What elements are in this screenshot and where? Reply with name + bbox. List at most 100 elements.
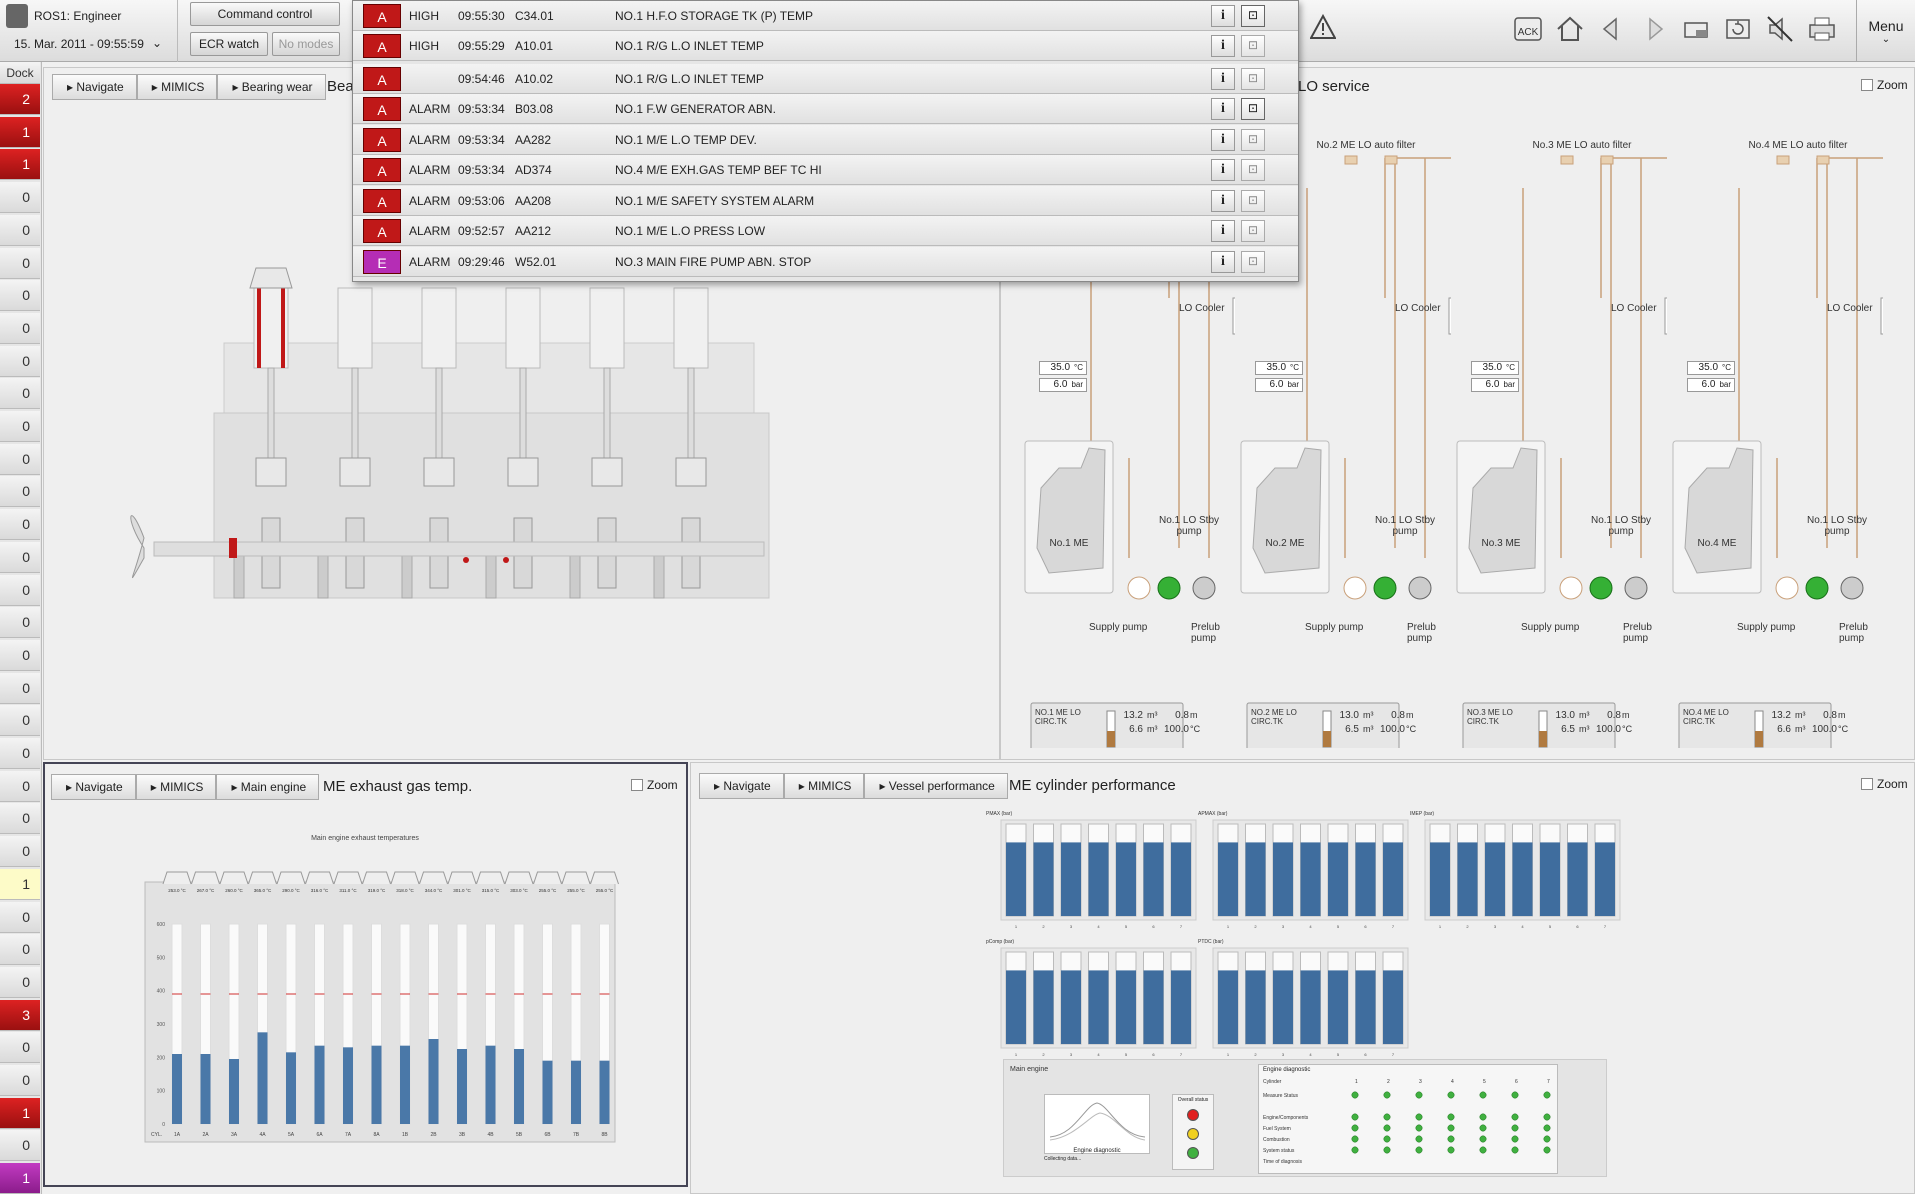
dock-cell[interactable]: 0 [0,509,40,541]
mute-icon[interactable] [1764,13,1798,47]
acknowledge-icon[interactable]: ⊡ [1241,98,1265,120]
dock-cell[interactable]: 0 [0,770,40,802]
acknowledge-icon[interactable]: ⊡ [1241,128,1265,151]
alarm-row[interactable]: E ALARM 09:29:46 W52.01 NO.3 MAIN FIRE PUMP … [353,246,1298,277]
acknowledge-icon[interactable]: ⊡ [1241,220,1265,242]
forward-icon[interactable] [1638,13,1672,47]
chevron-down-icon[interactable]: ⌄ [152,36,163,50]
alarm-row[interactable]: A ALARM 09:53:34 B03.08 NO.1 F.W GENERATOR A… [353,94,1298,124]
crumb-mimics[interactable]: ▸ MIMICS [136,74,218,100]
dock-cell[interactable]: 0 [0,966,40,998]
severity-badge[interactable]: E [363,249,401,274]
crumb-mimics[interactable]: ▸ MIMICS [135,774,217,800]
dock-cell[interactable]: 2 [0,84,40,115]
info-icon[interactable]: i [1211,5,1235,27]
dock-cell[interactable]: 0 [0,1130,40,1162]
ecr-watch-button[interactable]: ECR watch [190,32,268,56]
zoom-checkbox[interactable]: Zoom [1861,777,1908,791]
alarm-row[interactable]: A 09:54:46 A10.02 NO.1 R/G L.O INLET TEMP i ⊡ [353,63,1298,94]
dock-cell[interactable]: 0 [0,803,40,835]
print-icon[interactable] [1806,13,1840,47]
dock-cell[interactable]: 0 [0,1065,40,1096]
warning-icon[interactable] [1309,13,1337,43]
severity-badge[interactable]: A [363,34,401,58]
acknowledge-icon[interactable]: ⊡ [1241,189,1265,212]
dock-cell[interactable]: 0 [0,574,40,606]
severity-badge[interactable]: A [363,4,401,28]
refresh-icon[interactable] [1722,13,1756,47]
menu-button[interactable]: Menu ⌄ [1856,0,1915,62]
crumb-main-engine[interactable]: ▸ Main engine [216,774,320,800]
dock-cell[interactable]: 1 [0,116,40,148]
acknowledge-icon[interactable]: ⊡ [1241,159,1265,181]
info-icon[interactable]: i [1211,98,1235,120]
diag-status-dot [1447,1113,1455,1121]
zoom-checkbox[interactable]: Zoom [631,778,678,792]
severity-badge[interactable]: A [363,188,401,213]
info-icon[interactable]: i [1211,220,1235,242]
info-icon[interactable]: i [1211,35,1235,57]
alarm-row[interactable]: A ALARM 09:53:34 AD374 NO.4 M/E EXH.GAS TEMP… [353,155,1298,185]
info-icon[interactable]: i [1211,128,1235,151]
dock-cell[interactable]: 0 [0,934,40,966]
dock-cell[interactable]: 1 [0,149,40,181]
command-control-button[interactable]: Command control [190,2,340,26]
dock-cell[interactable]: 0 [0,443,40,475]
home-icon[interactable] [1554,13,1588,47]
crumb-mimics[interactable]: ▸ MIMICS [783,773,865,799]
severity-badge[interactable]: A [363,219,401,243]
back-icon[interactable] [1596,13,1630,47]
acknowledge-icon[interactable]: ⊡ [1241,5,1265,27]
no-modes-button[interactable]: No modes [272,32,340,56]
info-icon[interactable]: i [1211,159,1235,181]
dock-cell[interactable]: 0 [0,280,40,312]
crosshead [591,457,623,487]
info-icon[interactable]: i [1211,67,1235,90]
acknowledge-icon[interactable]: ⊡ [1241,35,1265,57]
acknowledge-icon[interactable]: ⊡ [1241,250,1265,273]
window-icon[interactable] [1680,13,1714,47]
zoom-checkbox[interactable]: Zoom [1861,78,1908,92]
crumb-vessel-performance[interactable]: ▸ Vessel performance [864,773,1008,799]
info-icon[interactable]: i [1211,250,1235,273]
dock-cell[interactable]: 0 [0,411,40,442]
dock-cell[interactable]: 0 [0,705,40,737]
dock-cell[interactable]: 0 [0,836,40,868]
info-icon[interactable]: i [1211,189,1235,212]
dock-cell[interactable]: 0 [0,607,40,639]
dock-cell[interactable]: 0 [0,901,40,933]
alarm-row[interactable]: A ALARM 09:52:57 AA212 NO.1 M/E L.O PRESS LO… [353,216,1298,246]
dock-cell[interactable]: 0 [0,476,40,508]
dock-cell[interactable]: 0 [0,639,40,671]
dock-cell[interactable]: 1 [0,868,40,900]
alarm-row[interactable]: A HIGH 09:55:29 A10.01 NO.1 R/G L.O INLET TE… [353,31,1298,61]
dock-cell[interactable]: 0 [0,738,40,769]
dock-cell[interactable]: 0 [0,182,40,214]
dock-cell[interactable]: 0 [0,345,40,377]
alarm-row[interactable]: A ALARM 09:53:06 AA208 NO.1 M/E SAFETY SYSTE… [353,185,1298,216]
dock-cell[interactable]: 1 [0,1163,40,1194]
crumb-navigate[interactable]: ▸ Navigate [699,773,784,799]
dock-cell[interactable]: 1 [0,1097,40,1129]
crumb-navigate[interactable]: ▸ Navigate [51,774,136,800]
acknowledge-icon[interactable]: ⊡ [1241,67,1265,90]
severity-badge[interactable]: A [363,127,401,152]
dock-cell[interactable]: 0 [0,1032,40,1064]
dock-cell[interactable]: 0 [0,312,40,344]
dock-cell[interactable]: 0 [0,247,40,279]
dock-cell[interactable]: 0 [0,214,40,246]
alarm-row[interactable]: A ALARM 09:53:34 AA282 NO.1 M/E L.O TEMP DEV… [353,124,1298,155]
diag-thumb[interactable]: Engine diagnostic [1044,1094,1150,1154]
dock-cell[interactable]: 0 [0,672,40,704]
dock-cell[interactable]: 0 [0,378,40,410]
ack-icon[interactable]: ACK [1512,13,1546,47]
crumb-navigate[interactable]: ▸ Navigate [52,74,137,100]
diag-row-label: Fuel System [1263,1126,1291,1132]
severity-badge[interactable]: A [363,158,401,182]
dock-cell[interactable]: 3 [0,999,40,1031]
severity-badge[interactable]: A [363,66,401,91]
crumb-bearing-wear[interactable]: ▸ Bearing wear [217,74,326,100]
alarm-row[interactable]: A HIGH 09:55:30 C34.01 NO.1 H.F.O STORAGE TK… [353,1,1298,31]
severity-badge[interactable]: A [363,97,401,121]
dock-cell[interactable]: 0 [0,541,40,573]
